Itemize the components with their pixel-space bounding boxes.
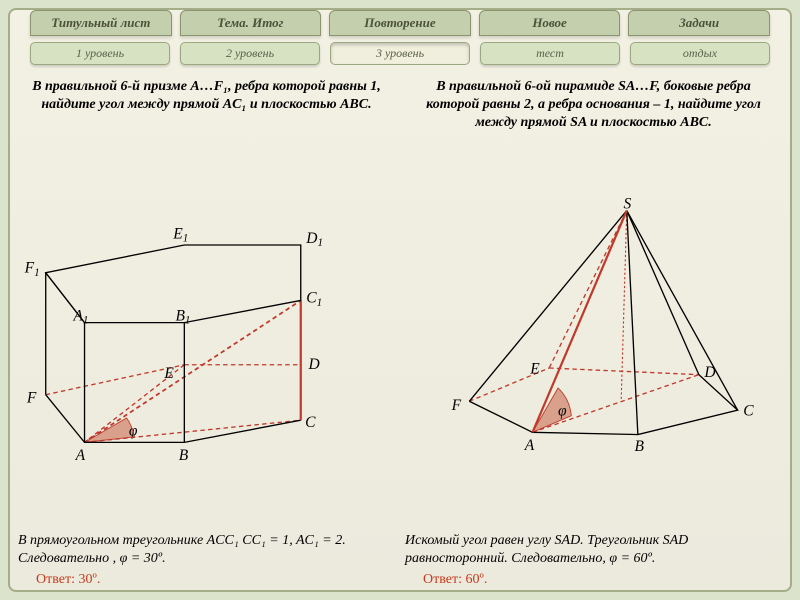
tab-review[interactable]: Повторение xyxy=(329,10,471,36)
svg-text:B1: B1 xyxy=(175,308,190,327)
tab-tasks[interactable]: Задачи xyxy=(628,10,770,36)
sub-tabs: 1 уровень 2 уровень 3 уровень тест отдых xyxy=(30,42,770,65)
tab-topic[interactable]: Тема. Итог xyxy=(180,10,322,36)
svg-text:C1: C1 xyxy=(306,290,322,309)
svg-text:E: E xyxy=(529,360,540,377)
svg-text:S: S xyxy=(623,195,631,212)
pyramid-diagram: φ S A xyxy=(405,139,782,526)
svg-text:D1: D1 xyxy=(305,230,323,249)
svg-text:F1: F1 xyxy=(24,260,40,279)
tab-level-3[interactable]: 3 уровень xyxy=(330,42,470,65)
svg-text:φ: φ xyxy=(558,402,567,419)
svg-text:E1: E1 xyxy=(172,226,188,245)
left-answer: Ответ: 30º. xyxy=(18,572,395,588)
content-area: В правильной 6-й призме A…F₁, ребра кото… xyxy=(18,78,782,588)
svg-text:B: B xyxy=(635,438,645,455)
svg-text:D: D xyxy=(703,363,715,380)
svg-text:F: F xyxy=(451,397,462,414)
svg-text:C: C xyxy=(305,414,316,431)
svg-text:C: C xyxy=(743,402,754,419)
right-problem: В правильной 6-ой пирамиде SA…F, боковые… xyxy=(405,78,782,133)
tab-level-2[interactable]: 2 уровень xyxy=(180,42,320,65)
right-answer: Ответ: 60º. xyxy=(405,572,782,588)
main-tabs: Титульный лист Тема. Итог Повторение Нов… xyxy=(30,10,770,36)
svg-text:F: F xyxy=(26,390,37,407)
svg-text:A: A xyxy=(75,447,86,464)
left-solution: В прямоугольном треугольнике ACC₁ CC₁ = … xyxy=(18,532,395,568)
tab-test[interactable]: тест xyxy=(480,42,620,65)
left-problem: В правильной 6-й призме A…F₁, ребра кото… xyxy=(18,78,395,114)
right-column: В правильной 6-ой пирамиде SA…F, боковые… xyxy=(405,78,782,588)
left-column: В правильной 6-й призме A…F₁, ребра кото… xyxy=(18,78,395,588)
tab-new[interactable]: Новое xyxy=(479,10,621,36)
svg-text:E: E xyxy=(163,365,174,382)
prism-diagram: φ xyxy=(18,120,395,525)
tab-level-1[interactable]: 1 уровень xyxy=(30,42,170,65)
svg-text:A1: A1 xyxy=(72,308,88,327)
right-solution: Искомый угол равен углу SAD. Треугольник… xyxy=(405,532,782,568)
tab-rest[interactable]: отдых xyxy=(630,42,770,65)
svg-text:B: B xyxy=(179,447,189,464)
tab-title-page[interactable]: Титульный лист xyxy=(30,10,172,36)
svg-text:D: D xyxy=(308,357,320,374)
svg-text:A: A xyxy=(524,437,535,454)
